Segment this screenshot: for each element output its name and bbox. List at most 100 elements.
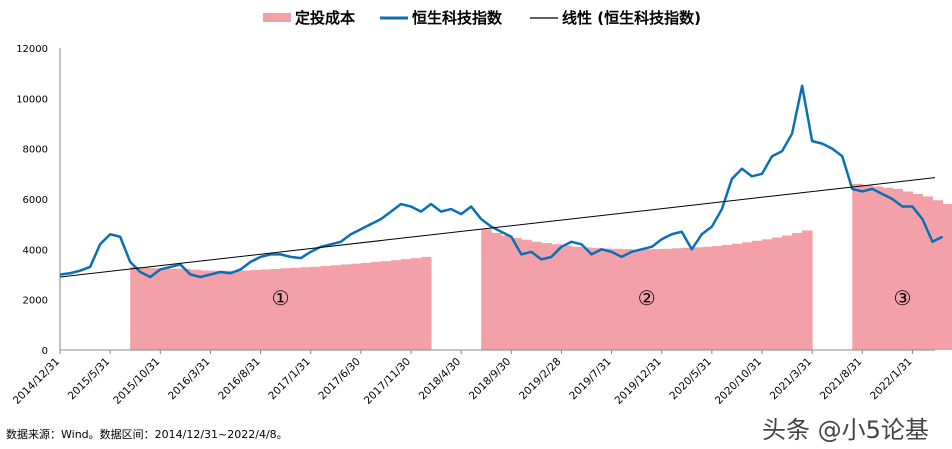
cost-bar bbox=[621, 249, 633, 350]
cost-bar bbox=[240, 270, 252, 350]
cost-bar bbox=[390, 260, 402, 350]
cost-bar bbox=[551, 244, 562, 350]
segment-label: ① bbox=[272, 286, 290, 310]
cost-bar bbox=[731, 243, 743, 350]
cost-bar bbox=[380, 261, 392, 350]
cost-bar bbox=[681, 247, 693, 350]
cost-bar bbox=[340, 264, 352, 350]
cost-bar bbox=[601, 248, 613, 350]
cost-bar bbox=[501, 235, 512, 350]
watermark: 头条 @小5论基 bbox=[762, 416, 929, 444]
cost-bar bbox=[641, 249, 653, 350]
cost-bar bbox=[330, 265, 342, 350]
cost-bar bbox=[200, 270, 211, 350]
cost-bar bbox=[541, 243, 552, 350]
cost-bar bbox=[912, 193, 923, 350]
cost-bar bbox=[481, 229, 492, 350]
cost-bar bbox=[290, 267, 302, 350]
cost-bar bbox=[932, 200, 944, 350]
cost-bar bbox=[531, 241, 542, 350]
cost-bar bbox=[882, 187, 893, 350]
y-tick-label: 8000 bbox=[23, 145, 48, 156]
cost-bar bbox=[300, 267, 312, 350]
y-tick-label: 2000 bbox=[23, 296, 48, 307]
cost-bar bbox=[350, 263, 362, 350]
cost-bar bbox=[872, 186, 883, 350]
cost-bar bbox=[792, 232, 803, 350]
cost-bar bbox=[671, 248, 683, 350]
cost-bar bbox=[862, 185, 873, 350]
segment-label: ② bbox=[638, 286, 656, 310]
y-tick-label: 6000 bbox=[23, 195, 48, 206]
x-tick-label: 2015/5/31 bbox=[66, 356, 113, 403]
cost-bar bbox=[691, 247, 703, 350]
x-tick-label: 2022/1/31 bbox=[868, 356, 915, 403]
cost-bar bbox=[411, 258, 422, 350]
index-line bbox=[59, 84, 944, 279]
x-tick-label: 2016/8/31 bbox=[216, 356, 263, 403]
cost-bar bbox=[400, 259, 412, 350]
x-tick-label: 2016/3/31 bbox=[166, 356, 213, 403]
cost-bar bbox=[360, 262, 372, 350]
cost-bar bbox=[852, 183, 863, 350]
x-tick-label: 2019/12/31 bbox=[613, 356, 664, 407]
cost-bar bbox=[661, 248, 673, 350]
cost-bar bbox=[701, 246, 713, 350]
y-tick-label: 12000 bbox=[16, 44, 48, 55]
x-tick-label: 2019/2/28 bbox=[517, 356, 564, 403]
cost-bar bbox=[320, 265, 332, 350]
cost-bar bbox=[220, 270, 231, 350]
cost-bar bbox=[902, 191, 913, 350]
x-tick-label: 2021/8/31 bbox=[818, 356, 865, 403]
cost-bar bbox=[751, 240, 763, 350]
cost-bar bbox=[521, 239, 532, 350]
cost-bar bbox=[741, 242, 753, 350]
cost-bar bbox=[922, 196, 933, 350]
cost-bar bbox=[782, 235, 793, 350]
cost-bar bbox=[180, 268, 191, 350]
cost-bar bbox=[721, 245, 733, 350]
cost-bar bbox=[190, 269, 201, 350]
x-tick-label: 2020/5/31 bbox=[667, 356, 714, 403]
cost-bar bbox=[942, 204, 952, 350]
cost-bar bbox=[711, 246, 723, 350]
cost-bar bbox=[150, 268, 161, 350]
cost-bar bbox=[160, 268, 171, 350]
cost-bar bbox=[230, 270, 242, 350]
cost-bar bbox=[581, 247, 593, 350]
x-tick-label: 2015/10/31 bbox=[111, 356, 162, 407]
cost-bar bbox=[260, 269, 272, 350]
legend-label: 恒生科技指数 bbox=[412, 9, 503, 27]
cost-bar bbox=[571, 246, 582, 350]
cost-bar bbox=[270, 268, 282, 350]
cost-bar bbox=[802, 230, 813, 350]
y-tick-label: 4000 bbox=[23, 245, 48, 256]
x-tick-label: 2018/9/30 bbox=[467, 356, 514, 403]
x-tick-label: 2017/11/30 bbox=[362, 356, 413, 407]
cost-bar bbox=[591, 248, 603, 350]
cost-bar bbox=[170, 268, 181, 350]
cost-bar bbox=[772, 237, 783, 350]
cost-bar bbox=[310, 266, 322, 350]
x-tick-label: 2017/6/30 bbox=[316, 356, 363, 403]
legend-swatch-cost bbox=[263, 13, 291, 22]
cost-bar bbox=[762, 239, 773, 350]
cost-bar bbox=[611, 248, 623, 350]
x-tick-label: 2020/10/31 bbox=[713, 356, 764, 407]
legend-label: 定投成本 bbox=[295, 9, 355, 27]
cost-bar bbox=[250, 269, 262, 350]
cost-bar bbox=[280, 268, 292, 350]
cost-bar bbox=[511, 238, 522, 350]
cost-bar bbox=[370, 261, 382, 350]
y-tick-label: 0 bbox=[42, 346, 48, 357]
y-tick-label: 10000 bbox=[16, 94, 48, 105]
trend-line bbox=[59, 177, 936, 278]
x-tick-label: 2014/12/31 bbox=[11, 356, 62, 407]
cost-bar bbox=[130, 266, 141, 350]
cost-bar bbox=[421, 256, 432, 350]
footer-source: 数据来源：Wind。数据区间：2014/12/31~2022/4/8。 bbox=[6, 428, 288, 441]
cost-bar bbox=[491, 232, 502, 350]
cost-bar bbox=[210, 270, 221, 350]
